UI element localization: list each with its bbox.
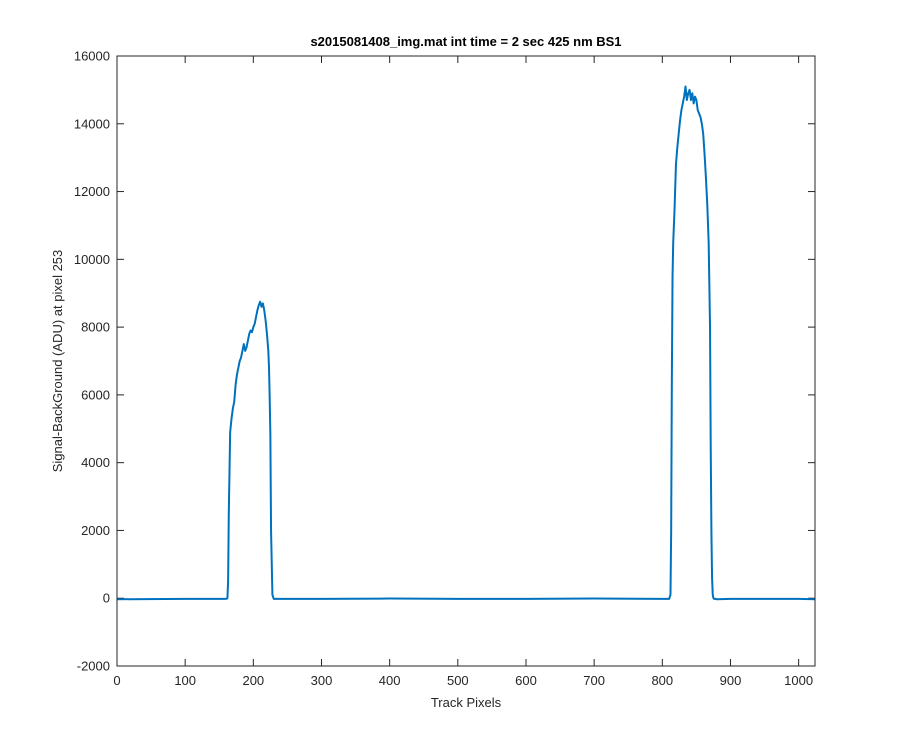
plot-frame xyxy=(116,55,816,667)
series-line xyxy=(116,85,816,601)
x-tick-label: 600 xyxy=(515,673,537,688)
x-tick-label: 800 xyxy=(651,673,673,688)
y-tick-label: -2000 xyxy=(77,659,110,674)
tick-labels: 0 100 200 300 400 500 600 700 800 900 1000-2000020… xyxy=(74,49,813,689)
y-axis-label: Signal-BackGround (ADU) at pixel 253 xyxy=(50,250,65,473)
x-tick-label: 200 xyxy=(242,673,264,688)
y-tick-label: 0 xyxy=(103,591,110,606)
x-tick-label: 100 xyxy=(174,673,196,688)
x-tick-label: 300 xyxy=(311,673,333,688)
x-tick-label: 900 xyxy=(720,673,742,688)
y-tick-label: 2000 xyxy=(81,523,110,538)
x-tick-label: 0 xyxy=(113,673,120,688)
y-tick-label: 14000 xyxy=(74,116,110,131)
x-axis-label: Track Pixels xyxy=(431,695,502,710)
chart-title: s2015081408_img.mat int time = 2 sec 425… xyxy=(310,34,621,49)
y-tick-label: 12000 xyxy=(74,184,110,199)
y-tick-label: 16000 xyxy=(74,49,110,64)
x-tick-label: 500 xyxy=(447,673,469,688)
ticks xyxy=(116,55,815,667)
y-tick-label: 4000 xyxy=(81,455,110,470)
y-tick-label: 8000 xyxy=(81,320,110,335)
x-tick-label: 1000 xyxy=(784,673,813,688)
y-tick-label: 6000 xyxy=(81,387,110,402)
y-tick-label: 10000 xyxy=(74,252,110,267)
x-tick-label: 700 xyxy=(583,673,605,688)
x-tick-label: 400 xyxy=(379,673,401,688)
plot-background xyxy=(117,56,815,666)
